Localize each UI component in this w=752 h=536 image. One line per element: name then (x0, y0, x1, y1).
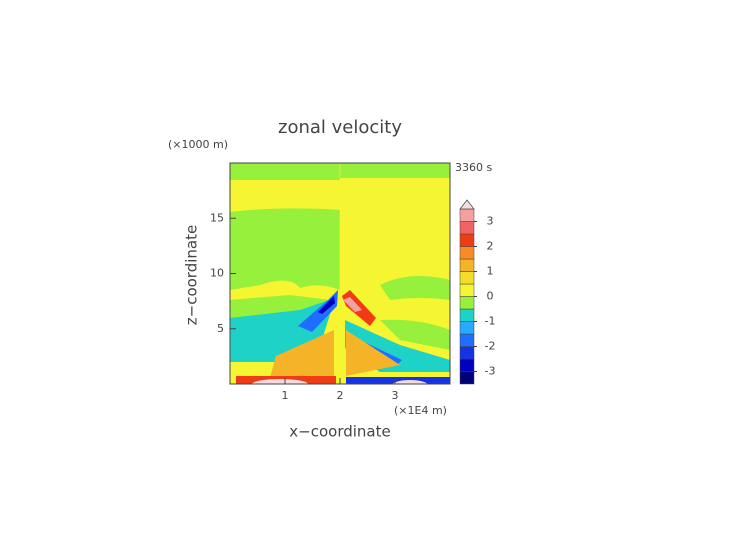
colorbar-band (459, 246, 475, 260)
x-tick-label: 3 (392, 389, 399, 402)
x-tick-label: 1 (282, 389, 289, 402)
colorbar-tick-label: 3 (487, 215, 494, 228)
colorbar-band (459, 258, 475, 272)
time-label: 3360 s (455, 161, 492, 174)
colorbar-tick-label: 1 (487, 265, 494, 278)
colorbar-band (459, 346, 475, 360)
colorbar-tick-label: -1 (485, 315, 496, 328)
colorbar-band (459, 308, 475, 322)
colorbar-band (459, 221, 475, 235)
y-unit: (×1000 m) (168, 138, 228, 151)
colorbar-band (459, 333, 475, 347)
colorbar-band (459, 271, 475, 285)
y-tick-label: 5 (217, 322, 224, 335)
colorbar-band (459, 358, 475, 372)
y-tick-label: 10 (210, 267, 224, 280)
chart-title: zonal velocity (278, 117, 402, 138)
y-tick-label: 15 (210, 211, 224, 224)
colorbar-band (459, 283, 475, 297)
colorbar-tick-label: 0 (487, 290, 494, 303)
colorbar-band (459, 233, 475, 247)
y-axis-label: z−coordinate (183, 225, 201, 325)
colorbar-over (459, 199, 475, 210)
colorbar-band (459, 321, 475, 335)
x-tick-label: 2 (337, 389, 344, 402)
colorbar-band (459, 296, 475, 310)
colorbar-tick-label: -2 (485, 340, 496, 353)
colorbar-band (459, 371, 475, 385)
x-axis-label: x−coordinate (289, 423, 390, 441)
colorbar-tick-label: -3 (485, 365, 496, 378)
colorbar-band (459, 208, 475, 222)
contour-field (230, 163, 450, 384)
colorbar-tick-label: 2 (487, 240, 494, 253)
x-unit: (×1E4 m) (394, 404, 447, 417)
